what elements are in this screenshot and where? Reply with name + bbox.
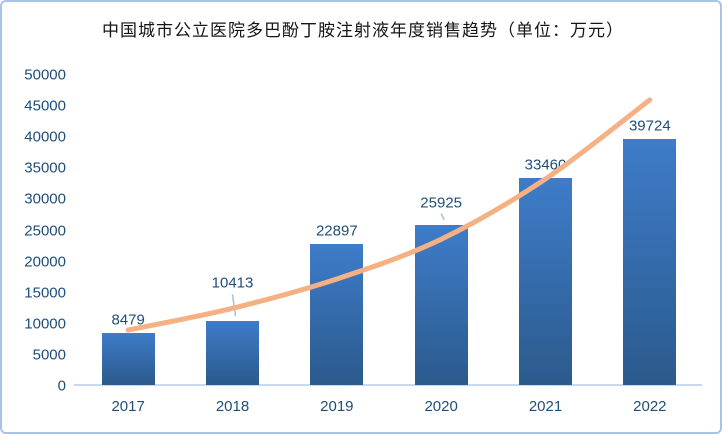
x-axis-label: 2022: [633, 398, 667, 415]
bar: [519, 177, 572, 385]
y-axis-label: 20000: [24, 253, 66, 271]
bar: [310, 243, 364, 385]
y-axis-label: 50000: [24, 66, 66, 84]
chart-title: 中国城市公立医院多巴酚丁胺注射液年度销售趋势（单位：万元）: [102, 21, 624, 40]
y-axis-label: 5000: [32, 346, 66, 364]
bar-value-label: 8479: [111, 311, 145, 329]
y-axis-label: 25000: [24, 222, 66, 239]
bar-value-label: 22897: [315, 222, 358, 240]
bar: [414, 224, 468, 385]
bar-value-label: 39724: [628, 117, 671, 135]
y-axis-label: 40000: [24, 128, 66, 146]
x-axis-label: 2020: [424, 398, 458, 415]
bar: [623, 138, 677, 385]
y-axis-label: 35000: [24, 159, 66, 177]
x-axis-label: 2017: [111, 398, 145, 415]
bar: [101, 333, 155, 385]
y-axis-label: 15000: [24, 284, 66, 302]
y-axis-label: 0: [57, 377, 66, 395]
bar-value-label: 10413: [211, 274, 254, 292]
bar-value-label: 33460: [524, 156, 567, 174]
x-axis-label: 2018: [215, 398, 250, 415]
y-axis-label: 30000: [24, 190, 66, 208]
label-leader-line: [440, 213, 445, 221]
bar: [206, 321, 259, 385]
x-axis-label: 2019: [320, 398, 354, 415]
label-leader-line: [231, 294, 237, 317]
bar-value-label: 25925: [420, 194, 463, 212]
x-axis-line: [74, 384, 702, 386]
y-axis-label: 10000: [24, 315, 66, 333]
y-axis-label: 45000: [24, 97, 66, 115]
x-axis-label: 2021: [528, 398, 563, 415]
